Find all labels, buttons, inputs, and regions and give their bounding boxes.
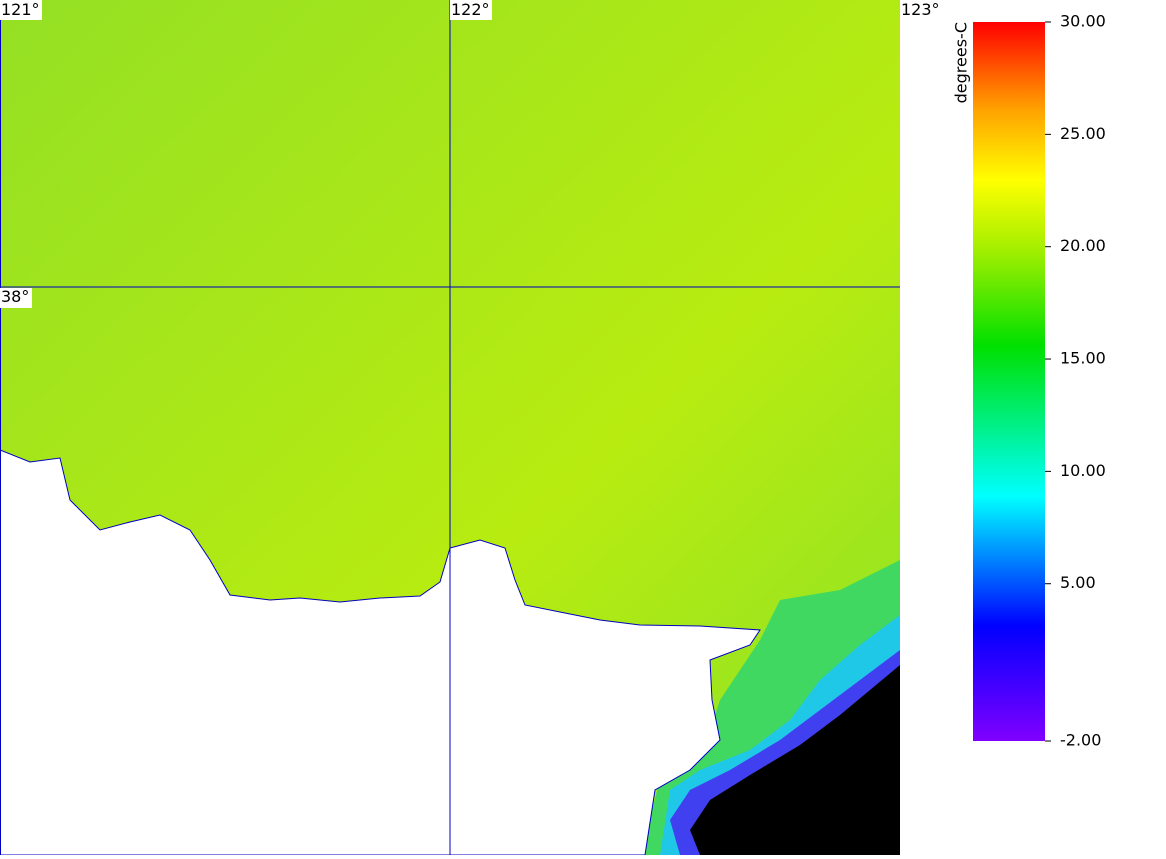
lon-label: 121° — [1, 0, 40, 19]
label-box — [450, 0, 492, 20]
colorbar-tick-label: 10.00 — [1060, 461, 1106, 480]
colorbar-tick-label: 5.00 — [1060, 573, 1096, 592]
colorbar-tick-label: 20.00 — [1060, 236, 1106, 255]
land — [0, 449, 761, 856]
colorbar-tick-label: -2.00 — [1060, 731, 1101, 750]
label-box — [0, 0, 42, 20]
colorbar-scale — [973, 22, 1045, 741]
colorbar-tick-label: 30.00 — [1060, 12, 1106, 31]
map-area: 121° 122° 123° 38° — [0, 0, 942, 856]
label-box — [900, 0, 942, 20]
no-data — [690, 665, 900, 855]
lon-label: 122° — [451, 0, 490, 19]
colorbar-tick-label: 25.00 — [1060, 124, 1106, 143]
label-box — [0, 288, 32, 308]
colorbar-label: degrees-C — [952, 22, 971, 103]
lon-label: 123° — [901, 0, 940, 19]
lat-label: 38° — [1, 287, 29, 306]
colorbar-tick-label: 15.00 — [1060, 349, 1106, 368]
colorbar: degrees-C 30.00 25.00 20.00 15.00 10.00 5.00 -… — [952, 12, 1106, 750]
